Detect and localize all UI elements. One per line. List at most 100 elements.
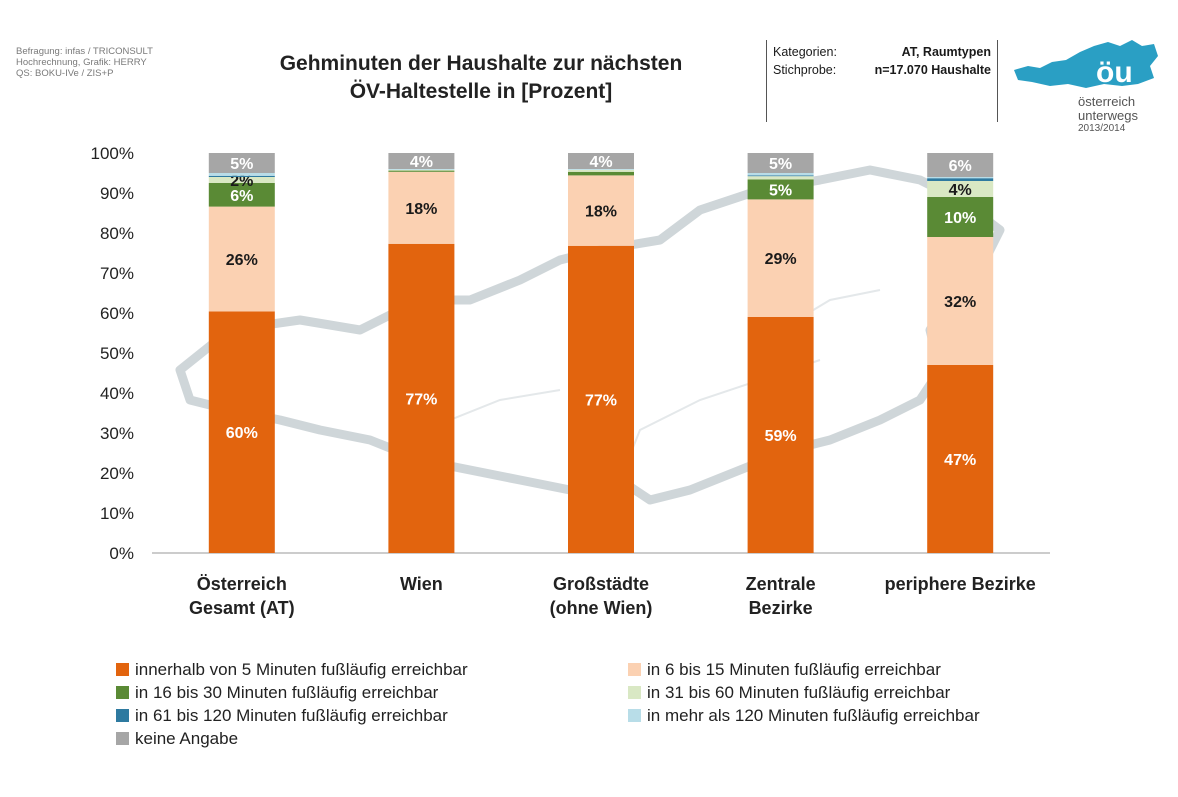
x-category-label: periphere Bezirke (885, 574, 1036, 594)
data-label: 77% (405, 391, 437, 408)
bar-segment (568, 175, 634, 246)
bar-segment (927, 365, 994, 553)
bar-segment (747, 176, 814, 180)
data-label: 4% (949, 182, 972, 199)
data-label: 77% (585, 392, 617, 409)
legend-label: in 31 bis 60 Minuten fußläufig erreichba… (647, 683, 951, 702)
data-label: 47% (944, 452, 976, 469)
bar-segment (568, 171, 634, 176)
bar-segment (208, 153, 275, 173)
x-category-label: (ohne Wien) (550, 598, 653, 618)
data-label: 29% (765, 251, 797, 268)
data-label: 60% (226, 425, 258, 442)
kategorien-label: Kategorien: (773, 45, 837, 59)
logo-line-1: österreich (1078, 94, 1136, 109)
y-tick-label: 50% (100, 344, 134, 363)
bar-segment (747, 199, 814, 317)
stichprobe-value: n=17.070 Haushalte (874, 63, 991, 77)
bar-segment (568, 245, 634, 554)
stichprobe-label: Stichprobe: (773, 63, 837, 77)
data-label: 4% (589, 154, 612, 171)
bar-segment (388, 169, 455, 170)
bar-segment (208, 206, 275, 312)
logo-line-3: 2013/2014 (1078, 123, 1126, 134)
credit-line: Hochrechnung, Grafik: HERRY (16, 57, 147, 68)
legend-item: keine Angabe (116, 729, 238, 749)
bar-segment (568, 169, 634, 172)
x-category-label: Österreich (197, 574, 287, 594)
bar-segment (747, 153, 814, 173)
brand-logo: öu österreich unterwegs 2013/2014 (1008, 36, 1173, 136)
y-tick-label: 70% (100, 264, 134, 283)
y-tick-label: 10% (100, 504, 134, 523)
legend-label: in mehr als 120 Minuten fußläufig erreic… (647, 706, 980, 725)
bar-segment (927, 197, 994, 237)
bar-segment (927, 178, 994, 181)
bar-segment (747, 173, 814, 176)
sample-info: Kategorien: AT, Raumtypen Stichprobe: n=… (766, 40, 998, 122)
legend-label: in 16 bis 30 Minuten fußläufig erreichba… (135, 683, 439, 702)
legend-item: in 61 bis 120 Minuten fußläufig erreichb… (116, 706, 448, 726)
legend-swatch (116, 709, 129, 722)
bar-segment (208, 177, 275, 183)
bar-segment (927, 177, 994, 179)
x-category-label: Gesamt (AT) (189, 598, 295, 618)
legend-label: in 6 bis 15 Minuten fußläufig erreichbar (647, 660, 941, 679)
x-category-label: Bezirke (749, 598, 813, 618)
bar-segment (388, 171, 455, 244)
y-tick-label: 100% (91, 144, 134, 163)
data-label: 6% (230, 188, 253, 205)
x-axis-labels: Österreich Gesamt (AT) Wien Großstädte (ohne… (189, 574, 1036, 618)
legend-swatch (116, 732, 129, 745)
kategorien-value: AT, Raumtypen (901, 45, 991, 59)
legend-item: innerhalb von 5 Minuten fußläufig erreic… (116, 660, 468, 680)
legend-item: in mehr als 120 Minuten fußläufig erreic… (628, 706, 980, 726)
bar-segment (388, 170, 455, 172)
y-tick-label: 30% (100, 424, 134, 443)
data-label: 6% (949, 158, 972, 175)
logo-line-2: unterwegs (1078, 108, 1138, 123)
bar-segment (388, 169, 455, 171)
data-label: 26% (226, 252, 258, 269)
y-tick-label: 60% (100, 304, 134, 323)
data-label: 4% (410, 154, 433, 171)
legend-item: in 31 bis 60 Minuten fußläufig erreichba… (628, 683, 950, 703)
legend-swatch (628, 709, 641, 722)
logo-mark: öu (1096, 56, 1133, 89)
data-label: 10% (944, 210, 976, 227)
austria-map-icon: öu (1014, 40, 1158, 89)
y-tick-label: 0% (109, 544, 134, 563)
bar-segment (208, 173, 275, 176)
legend-label: keine Angabe (135, 729, 239, 748)
y-tick-label: 90% (100, 184, 134, 203)
data-label: 5% (769, 156, 792, 173)
bar-segment (208, 183, 275, 207)
chart-title: Gehminuten der Haushalte zur nächsten ÖV… (196, 50, 766, 106)
credit-line: Befragung: infas / TRICONSULT (16, 46, 153, 57)
y-tick-label: 80% (100, 224, 134, 243)
x-category-label: Wien (400, 574, 443, 594)
bar-segment (208, 311, 275, 553)
y-tick-label: 40% (100, 384, 134, 403)
bar-segment (927, 181, 994, 197)
bar-segment (208, 175, 275, 177)
x-category-label: Großstädte (553, 574, 649, 594)
legend-swatch (116, 686, 129, 699)
chart-title-line: Gehminuten der Haushalte zur nächsten (279, 52, 683, 75)
bar-segment (747, 179, 814, 200)
bar-segment (568, 169, 634, 170)
bar-segment (747, 175, 814, 177)
data-label: 59% (765, 428, 797, 445)
data-label: 2% (230, 173, 253, 190)
bar-segment (747, 317, 814, 553)
bar-segment (388, 243, 455, 554)
bars: 60%26%6%2%5%77%18%4%77%18%4%59%29%5%5%47… (208, 153, 994, 554)
bar-segment (927, 237, 994, 365)
legend-swatch (628, 663, 641, 676)
data-label: 5% (230, 156, 253, 173)
bar-segment (927, 153, 994, 177)
bar-segment (388, 153, 455, 169)
credits: Befragung: infas / TRICONSULT Hochrechnu… (16, 46, 153, 79)
y-tick-label: 20% (100, 464, 134, 483)
